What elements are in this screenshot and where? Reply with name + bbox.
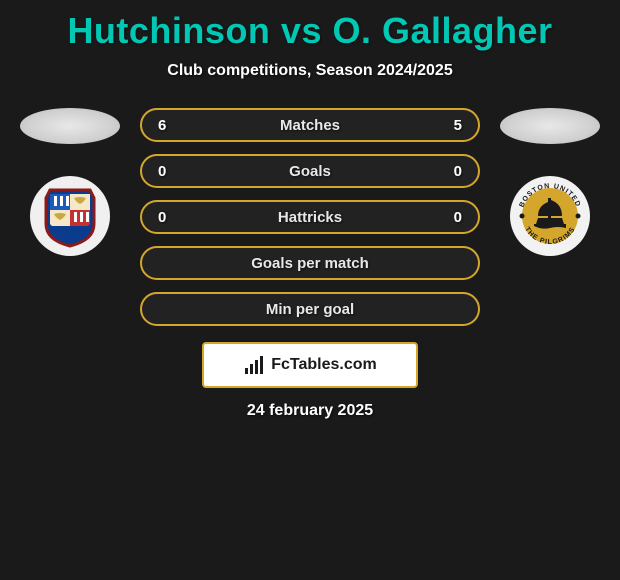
stat-row-hattricks: 0 Hattricks 0 xyxy=(140,200,480,234)
comparison-card: Hutchinson vs O. Gallagher Club competit… xyxy=(0,0,620,430)
stat-label: Hattricks xyxy=(278,209,342,226)
snapshot-date: 24 february 2025 xyxy=(247,402,373,420)
stat-left-value: 6 xyxy=(158,117,178,134)
stat-row-goals-per-match: Goals per match xyxy=(140,246,480,280)
player-avatar-placeholder-left xyxy=(20,108,120,144)
stat-label: Goals per match xyxy=(251,255,369,272)
site-name: FcTables.com xyxy=(271,356,377,374)
stat-row-matches: 6 Matches 5 xyxy=(140,108,480,142)
stats-column: 6 Matches 5 0 Goals 0 0 Hattricks 0 Goal… xyxy=(140,108,480,326)
stat-row-goals: 0 Goals 0 xyxy=(140,154,480,188)
stat-label: Goals xyxy=(289,163,331,180)
site-attribution-badge[interactable]: FcTables.com xyxy=(202,342,418,388)
page-title: Hutchinson vs O. Gallagher xyxy=(67,10,552,52)
ship-crest-icon: BOSTON UNITED THE PILGRIMS xyxy=(508,174,592,258)
player-avatar-placeholder-right xyxy=(500,108,600,144)
right-player-col: BOSTON UNITED THE PILGRIMS xyxy=(500,108,600,258)
subtitle: Club competitions, Season 2024/2025 xyxy=(167,62,452,80)
stat-label: Matches xyxy=(280,117,340,134)
stat-right-value: 0 xyxy=(442,209,462,226)
shield-crest-icon xyxy=(28,174,112,258)
stat-row-min-per-goal: Min per goal xyxy=(140,292,480,326)
boston-united-badge: BOSTON UNITED THE PILGRIMS xyxy=(508,174,592,258)
wealdstone-badge xyxy=(28,174,112,258)
stat-right-value: 5 xyxy=(442,117,462,134)
stat-left-value: 0 xyxy=(158,163,178,180)
main-area: 6 Matches 5 0 Goals 0 0 Hattricks 0 Goal… xyxy=(0,108,620,326)
stat-left-value: 0 xyxy=(158,209,178,226)
left-player-col xyxy=(20,108,120,258)
bar-chart-icon xyxy=(243,354,265,376)
stat-label: Min per goal xyxy=(266,301,354,318)
stat-right-value: 0 xyxy=(442,163,462,180)
